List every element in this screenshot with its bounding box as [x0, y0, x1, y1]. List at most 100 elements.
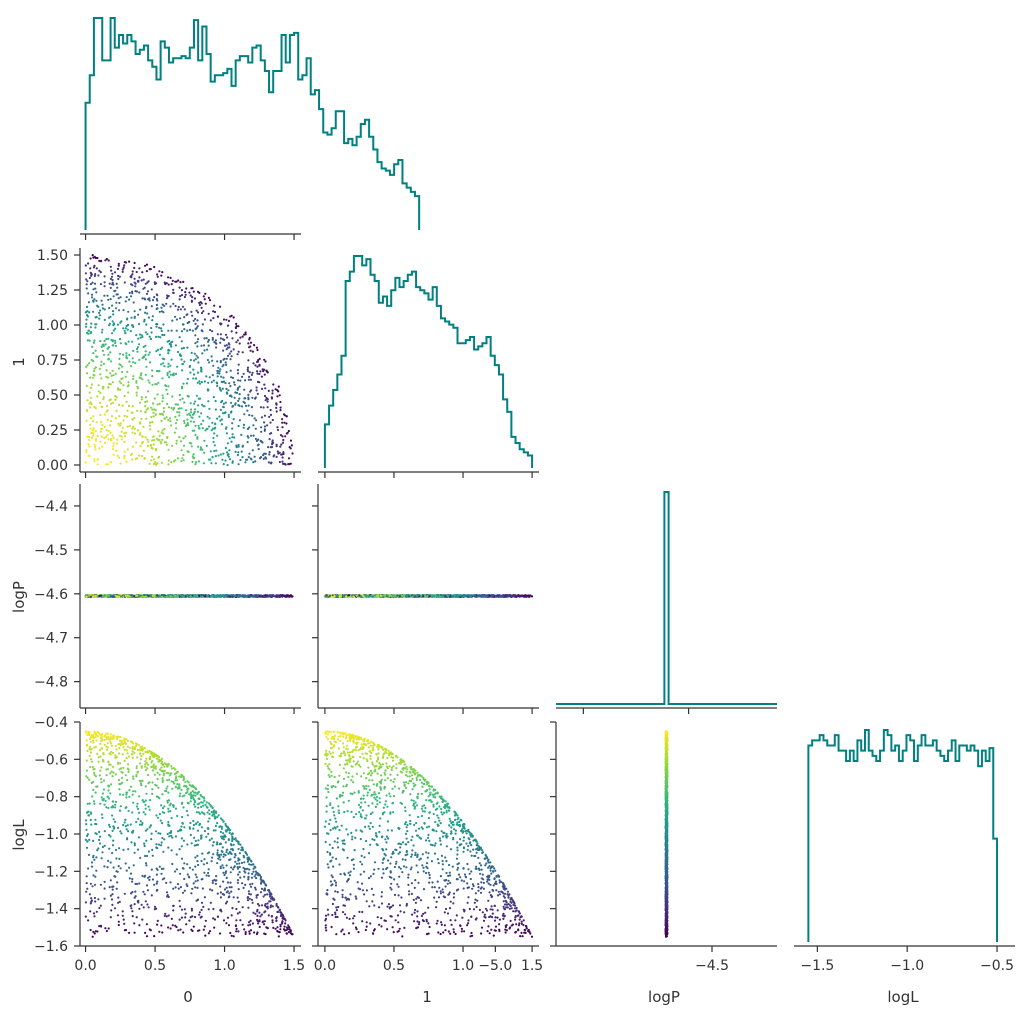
scatter-point	[104, 259, 107, 262]
scatter-point	[150, 288, 153, 291]
scatter-point	[88, 391, 91, 394]
scatter-point	[259, 370, 262, 373]
scatter-point	[139, 374, 142, 377]
scatter-point	[175, 439, 178, 442]
scatter-point	[118, 367, 121, 370]
scatter-point	[244, 404, 248, 407]
scatter-point	[206, 415, 209, 418]
scatter-point	[256, 595, 259, 598]
scatter-point	[225, 387, 228, 390]
scatter-point	[195, 461, 198, 464]
scatter-point	[128, 866, 131, 869]
scatter-point	[281, 460, 284, 463]
scatter-point	[237, 424, 240, 428]
scatter-point	[106, 294, 109, 297]
scatter-point	[88, 438, 91, 441]
scatter-point	[175, 853, 178, 856]
scatter-point	[160, 431, 163, 434]
scatter-point	[105, 369, 108, 372]
scatter-point	[236, 896, 239, 899]
scatter-point	[99, 271, 102, 274]
scatter-point	[274, 388, 277, 391]
scatter-point	[240, 861, 244, 865]
scatter-point	[167, 276, 170, 279]
scatter-point	[191, 455, 194, 458]
scatter-point	[282, 451, 285, 454]
scatter-point	[109, 315, 112, 318]
scatter-point	[275, 594, 278, 597]
scatter-point	[222, 452, 225, 455]
scatter-point	[208, 839, 211, 842]
scatter-point	[160, 274, 163, 277]
scatter-point	[193, 352, 196, 355]
scatter-point	[224, 411, 227, 414]
scatter-point	[291, 595, 294, 598]
scatter-point	[215, 346, 218, 349]
scatter-point	[252, 424, 255, 427]
scatter-point	[114, 372, 117, 375]
scatter-point	[213, 449, 216, 453]
scatter-point	[155, 293, 158, 296]
scatter-point	[238, 397, 241, 400]
scatter-point	[212, 396, 215, 399]
scatter-point	[335, 594, 338, 597]
scatter-point	[158, 402, 161, 405]
scatter-point	[279, 434, 283, 437]
scatter-point	[276, 426, 279, 429]
scatter-point	[250, 876, 253, 879]
scatter-point	[115, 409, 118, 412]
scatter-point	[190, 310, 193, 313]
scatter-point	[179, 354, 182, 357]
scatter-point	[145, 292, 149, 295]
scatter-point	[88, 838, 91, 841]
scatter-point	[232, 418, 235, 421]
scatter-point	[196, 311, 200, 314]
scatter-point	[202, 310, 205, 313]
scatter-point	[364, 595, 367, 598]
scatter-point	[126, 370, 129, 373]
scatter-point	[231, 376, 235, 379]
scatter-point	[358, 594, 361, 597]
scatter-point	[85, 318, 88, 321]
scatter-point	[112, 453, 115, 456]
scatter-point	[383, 595, 386, 598]
scatter-point	[204, 302, 207, 305]
scatter-point	[85, 372, 89, 375]
scatter-point	[109, 431, 112, 434]
scatter-point	[118, 338, 122, 341]
scatter-point	[202, 405, 205, 408]
scatter-point	[247, 359, 250, 362]
scatter-point	[131, 915, 134, 918]
scatter-point	[93, 370, 96, 373]
scatter-point	[161, 394, 164, 397]
scatter-point	[276, 389, 279, 392]
scatter-point	[262, 406, 265, 409]
scatter-point	[89, 267, 92, 270]
scatter-point	[105, 595, 108, 598]
scatter-point	[116, 323, 120, 326]
scatter-point	[107, 429, 110, 433]
scatter-point	[192, 595, 195, 598]
scatter-point	[93, 771, 96, 774]
scatter-point	[178, 286, 181, 289]
scatter-point	[208, 376, 211, 379]
scatter-point	[237, 350, 240, 353]
scatter-point	[486, 594, 489, 597]
scatter-point	[100, 331, 104, 334]
scatter-point	[94, 438, 97, 441]
scatter-point	[235, 862, 239, 865]
scatter-point	[131, 357, 134, 360]
scatter-point	[191, 429, 194, 432]
scatter-point	[156, 299, 159, 302]
scatter-point	[209, 319, 212, 322]
scatter-point	[222, 349, 225, 352]
scatter-point	[185, 313, 188, 317]
scatter-point	[131, 877, 134, 881]
scatter-point	[135, 347, 139, 351]
scatter-point	[265, 457, 268, 460]
scatter-point	[216, 434, 219, 437]
scatter-point	[118, 301, 121, 305]
scatter-point	[85, 595, 88, 598]
scatter-point	[89, 376, 92, 379]
scatter-point	[130, 316, 133, 319]
